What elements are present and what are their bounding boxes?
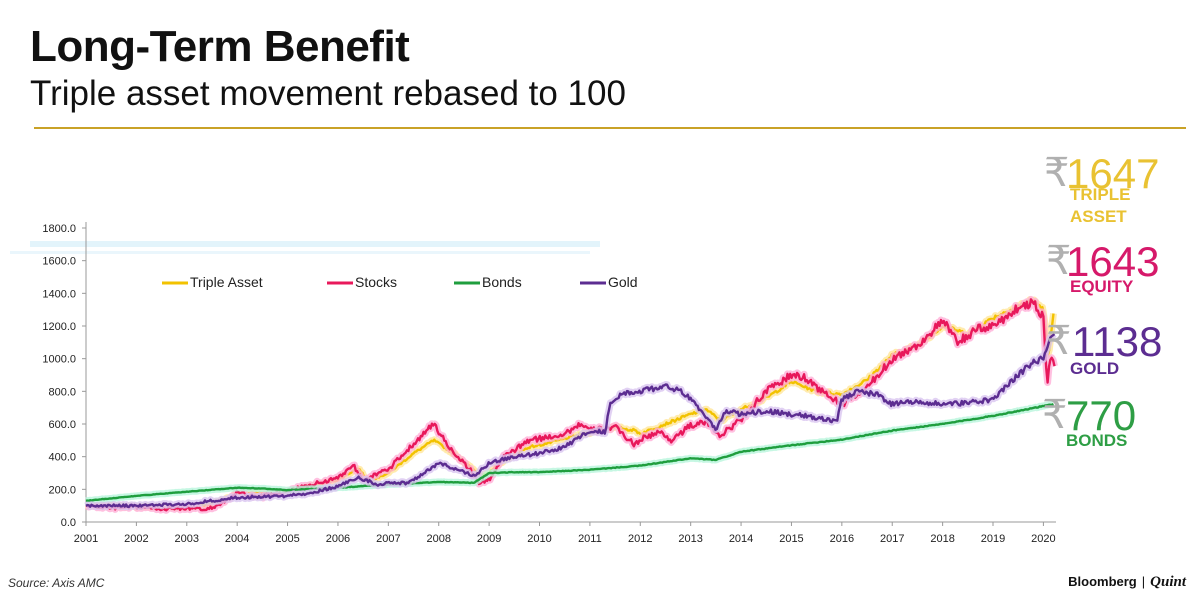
- x-tick-label: 2014: [729, 533, 753, 545]
- legend-label-gold: Gold: [608, 274, 638, 290]
- callout-equity-value: 1643: [1066, 238, 1160, 285]
- chart-legend: Triple Asset Stocks Bonds Gold: [162, 274, 638, 290]
- callout-bonds-value: 770: [1066, 392, 1137, 439]
- x-tick-label: 2006: [326, 533, 350, 545]
- y-tick-label: 200.0: [48, 484, 76, 496]
- y-tick-label: 1400.0: [42, 288, 76, 300]
- x-tick-label: 2003: [175, 533, 199, 545]
- x-tick-label: 2010: [527, 533, 551, 545]
- callout-triple-value: 1647: [1066, 150, 1160, 197]
- rupee-icon: ₹: [1044, 150, 1070, 196]
- series-glow-gold: [83, 331, 1057, 511]
- series-layer: [83, 295, 1058, 514]
- title-divider: [34, 127, 1186, 129]
- rupee-icon: ₹: [1046, 318, 1072, 364]
- legend-label-triple-asset: Triple Asset: [190, 274, 263, 290]
- x-tick-label: 2017: [880, 533, 904, 545]
- x-tick-label: 2020: [1031, 533, 1055, 545]
- y-tick-label: 800.0: [48, 386, 76, 398]
- x-tick-label: 2009: [477, 533, 501, 545]
- rupee-icon: ₹: [1046, 238, 1072, 284]
- y-tick-label: 1000.0: [42, 354, 76, 366]
- x-tick-label: 2013: [678, 533, 702, 545]
- rupee-icon: ₹: [1042, 392, 1068, 438]
- page-subtitle: Triple asset movement rebased to 100: [30, 74, 626, 113]
- y-axis: 0.0 200.0 400.0 600.0 800.0 1000.0 1200.0 1400.…: [42, 222, 87, 529]
- callout-triple-label-2: ASSET: [1070, 207, 1127, 226]
- brand-bloomberg: Bloomberg: [1068, 574, 1137, 589]
- x-tick-label: 2005: [275, 533, 299, 545]
- callout-gold-value: 1138: [1072, 318, 1163, 365]
- x-tick-label: 2016: [830, 533, 854, 545]
- series-glow-bonds: [83, 400, 1056, 505]
- page-title: Long-Term Benefit: [30, 22, 410, 71]
- brand-logo: Bloomberg | Quint: [1068, 574, 1186, 591]
- brand-quint: Quint: [1150, 574, 1186, 590]
- y-tick-label: 1200.0: [42, 321, 76, 333]
- y-tick-label: 0.0: [61, 517, 76, 529]
- decorative-band: [30, 241, 600, 247]
- x-tick-label: 2015: [779, 533, 803, 545]
- x-tick-label: 2018: [930, 533, 954, 545]
- y-tick-label: 1600.0: [42, 256, 76, 268]
- legend-label-stocks: Stocks: [355, 274, 397, 290]
- series-line-bonds: [85, 402, 1054, 502]
- brand-separator: |: [1141, 574, 1146, 589]
- legend-label-bonds: Bonds: [482, 274, 522, 290]
- callout-triple-label-1: TRIPLE: [1070, 185, 1131, 204]
- y-tick-label: 1800.0: [42, 223, 76, 235]
- x-tick-label: 2004: [225, 533, 249, 545]
- x-tick-label: 2019: [981, 533, 1005, 545]
- series-line-gold: [85, 333, 1056, 509]
- x-axis: 2001 2002 2003 2004 2005 2006 2007 2008 2009 2010…: [74, 521, 1056, 545]
- callout-equity-label: EQUITY: [1070, 277, 1134, 296]
- x-tick-label: 2012: [628, 533, 652, 545]
- x-tick-label: 2008: [426, 533, 450, 545]
- x-tick-label: 2001: [74, 533, 98, 545]
- source-note: Source: Axis AMC: [8, 576, 105, 590]
- callout-bonds-label: BONDS: [1066, 431, 1128, 450]
- y-tick-label: 400.0: [48, 452, 76, 464]
- callout-gold-label: GOLD: [1070, 359, 1120, 378]
- y-tick-label: 600.0: [48, 419, 76, 431]
- x-tick-label: 2002: [124, 533, 148, 545]
- x-tick-label: 2007: [376, 533, 400, 545]
- x-tick-label: 2011: [578, 533, 602, 545]
- decorative-band-thin: [10, 251, 590, 254]
